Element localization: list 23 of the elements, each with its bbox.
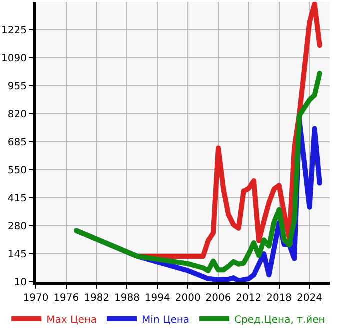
x-tick-label: 1994 bbox=[144, 293, 170, 304]
y-tick-label: 10 bbox=[14, 278, 27, 288]
y-tick-label: 1225 bbox=[2, 26, 27, 36]
y-tick-label: 955 bbox=[8, 82, 27, 92]
y-tick-label: 145 bbox=[8, 250, 27, 260]
y-tick-label: 280 bbox=[8, 222, 27, 232]
legend-label: Сред.Цена, т.йен bbox=[234, 314, 326, 326]
x-tick-label: 1988 bbox=[114, 293, 140, 304]
legend-label: Max Цена bbox=[46, 314, 98, 326]
y-tick-label: 685 bbox=[8, 138, 27, 148]
x-tick-label: 1982 bbox=[84, 293, 110, 304]
y-tick-label: 415 bbox=[8, 194, 27, 204]
x-tick-label: 2000 bbox=[175, 293, 201, 304]
x-tick-label: 2012 bbox=[236, 293, 262, 304]
x-tick-label: 1970 bbox=[23, 293, 49, 304]
y-tick-label: 820 bbox=[8, 110, 27, 120]
x-tick-label: 2018 bbox=[266, 293, 292, 304]
legend-label: Min Цена bbox=[142, 314, 190, 326]
x-tick-label: 2006 bbox=[206, 293, 232, 304]
x-tick-label: 2024 bbox=[296, 293, 322, 304]
y-tick-label: 1090 bbox=[2, 54, 27, 64]
y-tick-label: 550 bbox=[8, 166, 27, 176]
x-tick-label: 1976 bbox=[54, 293, 80, 304]
